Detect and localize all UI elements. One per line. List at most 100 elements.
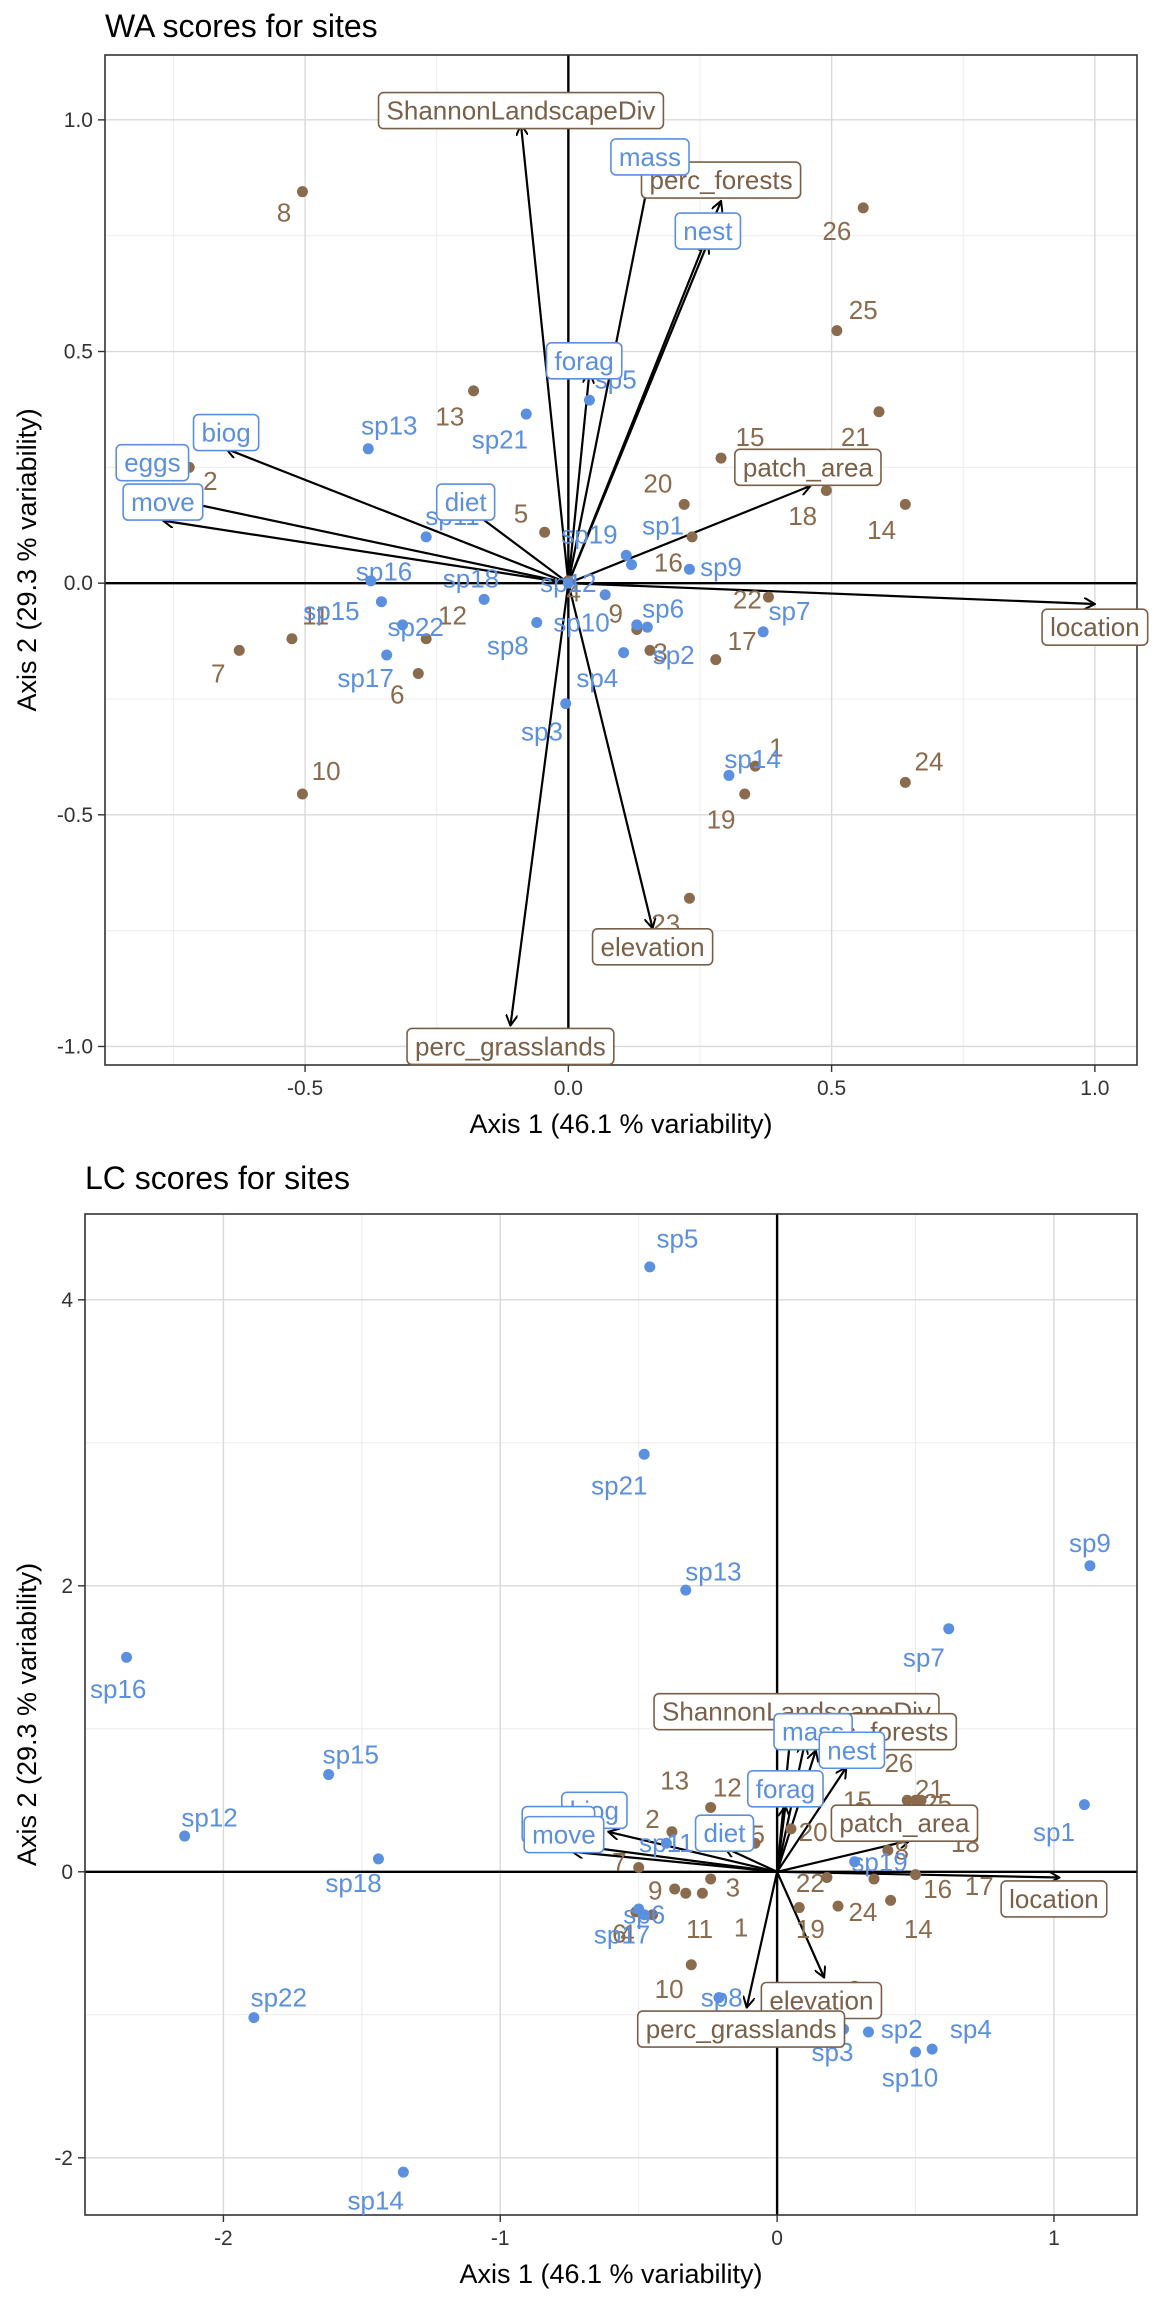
species-point bbox=[560, 698, 572, 710]
tick-label-y: 1.0 bbox=[64, 109, 93, 132]
site-point bbox=[821, 1872, 833, 1884]
tick-label-y: 0.0 bbox=[64, 572, 93, 595]
site-label: 22 bbox=[733, 584, 762, 614]
species-point bbox=[397, 2166, 409, 2178]
species-label: sp12 bbox=[181, 1802, 237, 1832]
trait-label-text: diet bbox=[445, 487, 488, 517]
site-point bbox=[762, 591, 774, 603]
site-point bbox=[233, 644, 245, 656]
species-point bbox=[618, 647, 630, 659]
x-axis-label: Axis 1 (46.1 % variability) bbox=[469, 1109, 772, 1139]
site-point bbox=[683, 892, 695, 904]
trait-label-text: forag bbox=[756, 1774, 815, 1804]
site-point bbox=[882, 1844, 894, 1856]
species-label: sp21 bbox=[591, 1471, 647, 1501]
site-label: 10 bbox=[312, 756, 341, 786]
site-point bbox=[412, 668, 424, 680]
species-point bbox=[531, 617, 543, 629]
site-point bbox=[296, 186, 308, 198]
site-label: 3 bbox=[653, 638, 667, 668]
species-point bbox=[323, 1769, 335, 1781]
tick-label-x: -2 bbox=[214, 2227, 233, 2250]
species-label: sp14 bbox=[347, 2186, 403, 2216]
species-point bbox=[620, 549, 632, 561]
species-label: sp7 bbox=[769, 596, 811, 626]
env-label-text: perc_grasslands bbox=[646, 2014, 837, 2044]
site-point bbox=[468, 385, 480, 397]
site-label: 2 bbox=[645, 1804, 659, 1834]
species-label: sp15 bbox=[303, 596, 359, 626]
tick-label-y: 2 bbox=[61, 1575, 73, 1598]
species-point bbox=[757, 626, 769, 638]
species-label: sp10 bbox=[553, 608, 609, 638]
species-point bbox=[520, 408, 532, 420]
species-point bbox=[362, 443, 374, 455]
lc-chart-panel: LC scores for sites -2 -1 0 1 -2 0 2 4 Axis 1 (4… bbox=[0, 1152, 1152, 2304]
species-point bbox=[381, 649, 393, 661]
vector-arrow bbox=[521, 124, 570, 584]
y-axis-label: Axis 2 (29.3 % variability) bbox=[12, 408, 42, 711]
vector-arrow bbox=[567, 243, 708, 584]
tick-label-y: -1.0 bbox=[57, 1035, 93, 1058]
env-label-box bbox=[1041, 608, 1149, 646]
tick-label-x: -0.5 bbox=[287, 1077, 323, 1100]
site-label: 17 bbox=[728, 626, 757, 656]
site-label: 4 bbox=[620, 1918, 634, 1948]
species-label: sp1 bbox=[642, 510, 684, 540]
species-point bbox=[680, 1584, 692, 1596]
site-label: 21 bbox=[915, 1774, 944, 1804]
site-label: 18 bbox=[788, 501, 817, 531]
species-point bbox=[638, 1909, 650, 1921]
species-point bbox=[420, 531, 432, 543]
vector-arrow bbox=[608, 1832, 778, 1873]
site-label: 9 bbox=[648, 1875, 662, 1905]
vector-arrow bbox=[567, 582, 652, 928]
wa-chart-panel: WA scores for sites -0.5 0.0 0.5 1.0 -1.0 -0.… bbox=[0, 0, 1152, 1152]
species-point bbox=[626, 559, 638, 571]
site-label: 16 bbox=[923, 1874, 952, 1904]
trait-label-text: mass bbox=[619, 142, 681, 172]
species-point bbox=[121, 1651, 133, 1663]
env-label-text: elevation bbox=[601, 932, 705, 962]
chart-title: LC scores for sites bbox=[85, 1160, 350, 1196]
chart-title: WA scores for sites bbox=[105, 8, 378, 44]
species-label: sp5 bbox=[656, 1223, 698, 1253]
species-label: sp19 bbox=[561, 520, 617, 550]
trait-label-box bbox=[545, 341, 623, 380]
x-axis-label: Axis 1 (46.1 % variability) bbox=[459, 2259, 762, 2289]
tick-label-y: -2 bbox=[54, 2147, 73, 2170]
species-label: sp8 bbox=[487, 631, 529, 661]
site-point bbox=[899, 498, 911, 510]
trait-label-box bbox=[818, 1731, 886, 1770]
species-point bbox=[723, 769, 735, 781]
species-label: sp16 bbox=[90, 1674, 146, 1704]
site-point bbox=[749, 760, 761, 772]
site-label: 26 bbox=[822, 216, 851, 246]
site-label: 14 bbox=[904, 1914, 933, 1944]
tick-label-x: 1 bbox=[1048, 2227, 1060, 2250]
site-label: 1 bbox=[734, 1913, 748, 1943]
species-label: sp2 bbox=[881, 2014, 923, 2044]
site-point bbox=[669, 1883, 681, 1895]
env-label-box bbox=[830, 1804, 979, 1842]
site-label: 6 bbox=[390, 679, 404, 709]
species-point bbox=[478, 593, 490, 605]
species-label: sp1 bbox=[1033, 1817, 1075, 1847]
site-point bbox=[868, 1873, 880, 1885]
species-point bbox=[179, 1830, 191, 1842]
tick-label-y: -0.5 bbox=[57, 804, 93, 827]
vector-arrow bbox=[152, 495, 569, 585]
site-label: 12 bbox=[438, 601, 467, 631]
species-label: sp6 bbox=[623, 1900, 665, 1930]
species-label: sp7 bbox=[903, 1642, 945, 1672]
site-point bbox=[832, 1900, 844, 1912]
species-label: sp2 bbox=[653, 640, 695, 670]
trait-label-text: forag bbox=[555, 346, 614, 376]
plot-border bbox=[84, 1213, 1138, 2216]
site-point bbox=[715, 452, 727, 464]
species-point bbox=[631, 619, 643, 631]
tick-label-y: 4 bbox=[61, 1289, 73, 1312]
site-point bbox=[296, 788, 308, 800]
env-label-box bbox=[406, 1027, 615, 1066]
species-point bbox=[644, 1261, 656, 1273]
